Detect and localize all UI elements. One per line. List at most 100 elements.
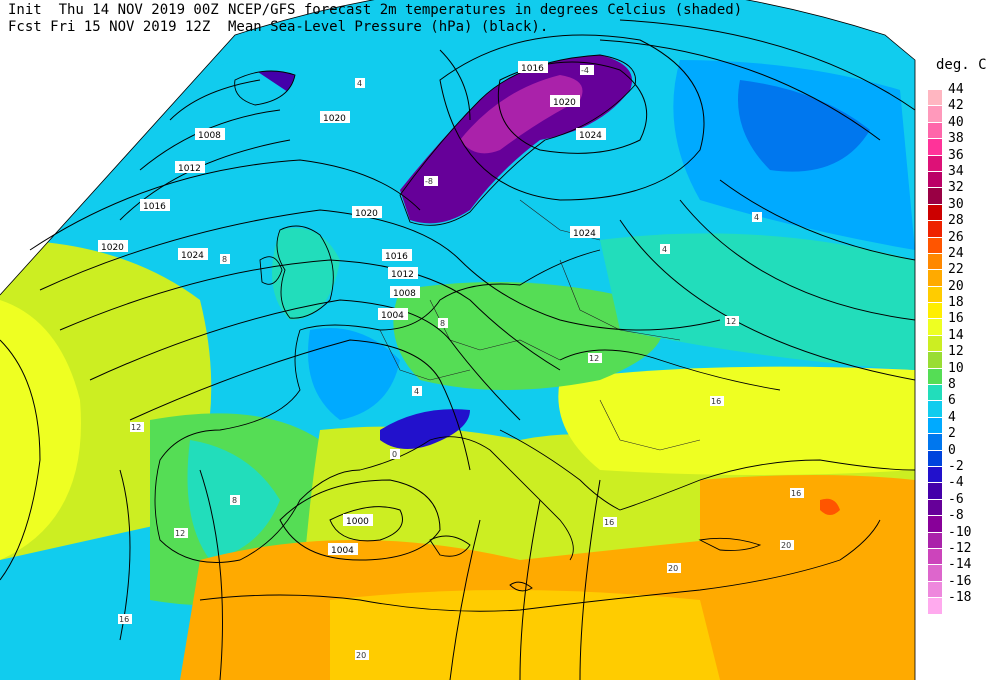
legend-swatch — [928, 204, 942, 221]
legend-entry: 8 — [928, 377, 994, 401]
legend-swatch — [928, 581, 942, 598]
svg-text:1016: 1016 — [521, 64, 544, 74]
svg-text:4: 4 — [754, 213, 759, 222]
legend-swatch — [928, 417, 942, 434]
temp-label: 4 — [660, 244, 670, 254]
svg-text:1024: 1024 — [181, 251, 204, 261]
isobar-labels: 1020 1008 1012 1016 1020 1024 1020 1016 … — [98, 61, 606, 556]
temp-label: 4 — [412, 386, 422, 396]
legend-label: 12 — [948, 344, 964, 360]
isobar-label-1024-high: 1024 — [576, 128, 606, 141]
legend-swatch — [928, 171, 942, 188]
legend-swatch — [928, 401, 942, 417]
legend-label: 10 — [948, 360, 964, 376]
svg-text:1012: 1012 — [391, 270, 414, 280]
legend-swatch — [928, 286, 942, 303]
svg-text:20: 20 — [356, 651, 366, 660]
legend-entry: 2 — [928, 426, 994, 450]
temp-label: 12 — [725, 316, 739, 326]
legend-label: -10 — [948, 524, 972, 540]
legend-swatch — [928, 335, 942, 352]
isobar-label-1008b: 1008 — [390, 286, 420, 299]
legend-entry: -4 — [928, 475, 994, 499]
isobar-label-1004b: 1004 — [328, 543, 358, 556]
init-time: Init Thu 14 NOV 2019 00Z — [8, 2, 219, 18]
isobar-label-1020-high: 1020 — [550, 95, 580, 108]
legend-swatch — [928, 122, 942, 139]
legend-label: -18 — [948, 590, 972, 606]
legend-title: deg. C — [936, 57, 987, 73]
legend-entry: 24 — [928, 246, 994, 270]
svg-text:-8: -8 — [425, 177, 433, 186]
scandinavia-colder — [460, 75, 583, 154]
forecast-valid-time: Fcst Fri 15 NOV 2019 12Z — [8, 19, 211, 35]
svg-text:12: 12 — [589, 354, 599, 363]
svg-text:1020: 1020 — [553, 98, 576, 108]
russia-colder — [738, 80, 870, 172]
svg-text:1020: 1020 — [101, 243, 124, 253]
legend-label: -2 — [948, 458, 964, 474]
temp-label: 20 — [667, 563, 681, 573]
legend-swatch — [928, 368, 942, 385]
temperature-labels: 4 4 4 4 8 8 8 12 12 12 12 16 16 16 16 20… — [118, 65, 804, 660]
svg-text:16: 16 — [119, 615, 129, 624]
legend-swatch — [928, 352, 942, 368]
svg-text:8: 8 — [222, 255, 227, 264]
svg-text:16: 16 — [791, 489, 801, 498]
svg-text:1008: 1008 — [198, 131, 221, 141]
svg-text:1008: 1008 — [393, 289, 416, 299]
legend-swatch — [928, 434, 942, 450]
legend-label: 34 — [948, 163, 964, 179]
sahara-warm — [330, 590, 720, 680]
legend-swatch — [928, 237, 942, 253]
legend-label: 28 — [948, 213, 964, 229]
legend-swatch — [928, 188, 942, 204]
isobar-label-1020a: 1020 — [320, 111, 350, 124]
legend-entry: 28 — [928, 213, 994, 237]
legend-entry: 0 — [928, 443, 994, 467]
legend-swatch — [928, 139, 942, 155]
map-subtitle: Mean Sea-Level Pressure (hPa) (black). — [228, 19, 549, 35]
forecast-time-info: Init Thu 14 NOV 2019 00Z Fcst Fri 15 NOV … — [8, 2, 219, 36]
svg-text:12: 12 — [175, 529, 185, 538]
atlantic-west-warm — [0, 300, 81, 560]
legend-label: -4 — [948, 475, 964, 491]
legend-entry: 20 — [928, 279, 994, 303]
svg-text:12: 12 — [131, 423, 141, 432]
legend-entry: 18 — [928, 295, 994, 319]
legend-entry: 32 — [928, 180, 994, 204]
legend-swatch — [928, 499, 942, 516]
temp-label: 16 — [603, 517, 617, 527]
legend-swatch — [928, 598, 942, 614]
legend-entry: -12 — [928, 541, 994, 565]
legend-label: -14 — [948, 557, 972, 573]
temp-label: 4 — [752, 212, 762, 222]
svg-text:20: 20 — [668, 564, 678, 573]
eastern-europe — [600, 233, 915, 370]
svg-text:12: 12 — [726, 317, 736, 326]
map-description: NCEP/GFS forecast 2m temperatures in deg… — [228, 2, 742, 36]
legend-swatch — [928, 253, 942, 270]
legend-entry: -10 — [928, 525, 994, 549]
legend-entry: 34 — [928, 164, 994, 188]
legend-swatch — [928, 90, 942, 106]
legend-entry: 38 — [928, 131, 994, 155]
svg-text:8: 8 — [440, 319, 445, 328]
svg-text:1016: 1016 — [385, 252, 408, 262]
legend-entry: 44 — [928, 82, 994, 106]
legend-label: 2 — [948, 426, 956, 442]
east-med-warm — [700, 475, 915, 560]
svg-text:4: 4 — [414, 387, 419, 396]
legend-label: -12 — [948, 540, 972, 556]
svg-text:1004: 1004 — [381, 311, 404, 321]
legend-label: 32 — [948, 180, 964, 196]
svg-text:1000: 1000 — [346, 517, 369, 527]
isobar-label-1016b: 1016 — [382, 249, 412, 262]
legend-swatch — [928, 450, 942, 466]
legend-label: 44 — [948, 82, 964, 97]
legend-label: 38 — [948, 131, 964, 147]
legend-label: -6 — [948, 491, 964, 507]
legend-entry: 4 — [928, 410, 994, 434]
legend-entry: 14 — [928, 328, 994, 352]
